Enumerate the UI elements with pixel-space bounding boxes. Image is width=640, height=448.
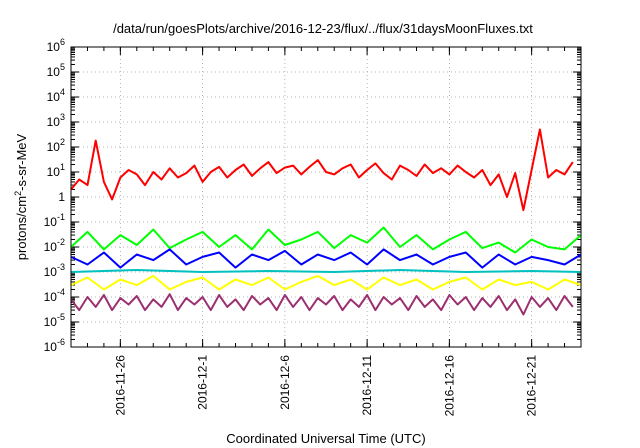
series-line-3 [70,269,582,273]
y-axis-label-base: protons/cm [14,196,29,260]
y-axis-ticks: 10-6 10-5 10-4 10-3 10-2 10-1 1 101 102 103 104 105… [44,37,581,354]
series-line-0 [70,128,574,212]
y-tick-label: 1 [58,190,65,204]
x-axis-ticks: 2016-11-26 2016-12-1 2016-12-6 2016-12-11 20… [70,47,582,417]
plot-frame [70,46,582,348]
x-tick-label: 2016-12-11 [360,355,374,416]
y-tick-label: 10-3 [44,262,65,279]
y-axis-label-rest: -s-sr-MeV [14,133,29,190]
y-tick-label: 101 [47,162,65,179]
y-tick-label: 105 [47,62,65,79]
y-tick-label: 104 [47,87,65,104]
y-tick-label: 102 [47,137,65,154]
y-tick-label: 10-2 [44,237,65,254]
grid [71,47,581,347]
y-tick-label: 103 [47,112,65,129]
x-tick-label: 2016-11-26 [113,355,127,416]
x-tick-label: 2016-12-6 [278,355,292,410]
y-axis-label: protons/cm2-s-sr-MeV [13,133,29,260]
chart-title: /data/run/goesPlots/archive/2016-12-23/f… [113,21,533,36]
y-tick-label: 10-4 [44,287,65,304]
x-axis-label: Coordinated Universal Time (UTC) [226,431,425,446]
x-tick-label: 2016-12-21 [525,355,539,417]
x-tick-label: 2016-12-16 [442,355,456,417]
y-tick-label: 10-1 [44,212,65,229]
y-tick-label: 106 [47,37,65,54]
series-line-4 [70,274,582,291]
series-line-2 [70,248,582,269]
y-tick-label: 10-6 [44,337,65,354]
series-line-5 [70,293,574,316]
series-layer [70,128,582,316]
x-tick-label: 2016-12-1 [196,355,210,410]
series-line-1 [70,226,582,254]
y-tick-label: 10-5 [44,312,65,329]
y-axis-label-sup: 2 [13,191,23,196]
